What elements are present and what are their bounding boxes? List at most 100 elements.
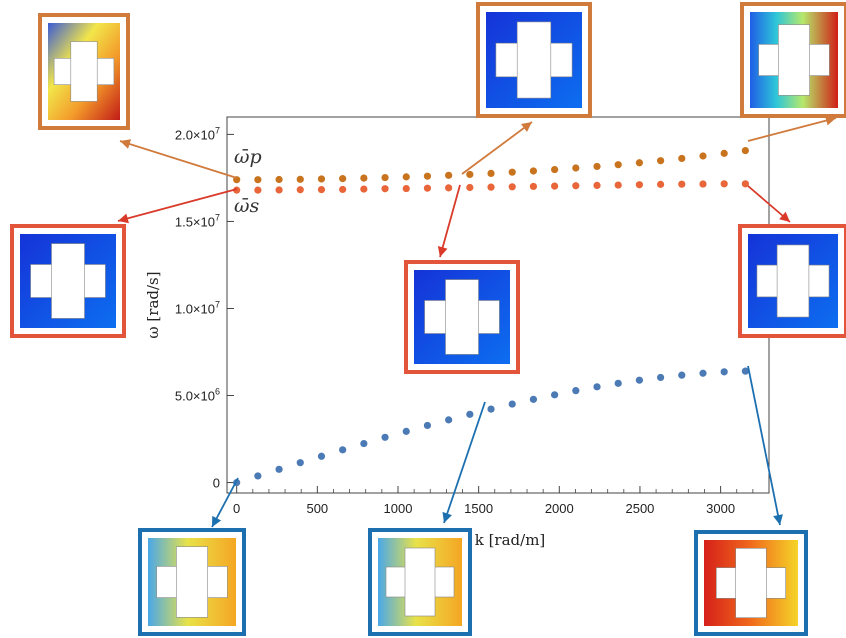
data-point xyxy=(572,387,580,395)
data-point xyxy=(317,185,326,194)
data-point xyxy=(551,182,559,190)
data-point xyxy=(614,379,622,387)
data-point xyxy=(423,421,432,430)
data-point xyxy=(657,157,665,165)
data-point xyxy=(466,183,474,192)
data-point xyxy=(614,181,622,189)
mode-arrow xyxy=(461,121,533,175)
data-point xyxy=(423,172,432,180)
mode-arrow xyxy=(439,184,461,258)
data-point xyxy=(508,183,516,191)
data-point xyxy=(699,152,707,160)
mode-arrow xyxy=(443,401,486,524)
mode-shape-inset xyxy=(10,224,126,338)
data-point xyxy=(593,162,601,171)
cross-center xyxy=(177,567,207,597)
cross-center xyxy=(71,58,97,85)
data-point xyxy=(360,185,368,193)
y-tick-label: 0 xyxy=(213,476,220,491)
data-point xyxy=(381,433,389,441)
x-tick-label: 0 xyxy=(233,501,240,516)
mode-shape-inset xyxy=(694,530,808,636)
data-point xyxy=(402,427,410,435)
cross-center xyxy=(52,265,84,297)
data-point xyxy=(254,176,262,184)
data-point xyxy=(593,383,601,391)
data-point xyxy=(402,173,410,181)
data-point xyxy=(529,395,538,403)
data-point xyxy=(339,185,347,194)
arrow-head xyxy=(442,511,452,523)
data-point xyxy=(678,180,686,188)
x-tick-label: 2000 xyxy=(545,501,574,516)
data-point xyxy=(487,169,495,177)
x-tick-label: 1000 xyxy=(384,501,413,516)
omega-p-label: ω̄p xyxy=(234,146,262,168)
y-tick-label: 5.0×106 xyxy=(175,387,220,404)
data-point xyxy=(572,182,580,190)
x-tick-label: 1500 xyxy=(464,501,493,516)
data-point xyxy=(296,186,304,194)
data-point xyxy=(233,186,241,194)
mode-arrow xyxy=(747,117,837,142)
omega-s-label: ω̄s xyxy=(234,195,259,217)
data-point xyxy=(360,174,368,182)
mode-arrow xyxy=(119,140,238,179)
arrow-head xyxy=(825,115,836,126)
data-point xyxy=(529,182,538,191)
data-point xyxy=(741,146,749,155)
data-point xyxy=(678,154,686,163)
cross-center xyxy=(779,45,809,75)
data-point xyxy=(296,459,304,467)
arrow-head xyxy=(779,211,790,222)
data-point xyxy=(487,183,495,191)
data-point xyxy=(741,180,749,188)
data-point xyxy=(487,405,495,413)
data-point xyxy=(508,400,516,408)
data-point xyxy=(275,186,283,194)
y-tick-label: 1.0×107 xyxy=(175,299,220,316)
data-point xyxy=(551,391,559,399)
data-point xyxy=(275,465,283,473)
y-tick-label: 1.5×107 xyxy=(175,212,220,229)
data-point xyxy=(317,175,326,183)
cross-center xyxy=(777,265,809,297)
data-point xyxy=(402,184,410,193)
data-point xyxy=(445,184,453,192)
data-point xyxy=(720,149,728,157)
data-point xyxy=(296,175,304,183)
data-point xyxy=(254,186,262,194)
data-point xyxy=(699,180,707,188)
data-point xyxy=(551,165,559,174)
y-tick-label: 2.0×107 xyxy=(175,125,220,142)
x-tick-label: 3000 xyxy=(706,501,735,516)
data-point xyxy=(339,446,347,454)
mode-shape-inset xyxy=(138,528,246,636)
data-point xyxy=(360,439,368,448)
data-point xyxy=(635,181,644,189)
x-axis-label: k [rad/m] xyxy=(475,531,546,549)
data-point xyxy=(445,171,453,179)
data-point xyxy=(423,184,432,192)
data-point xyxy=(466,410,474,418)
arrow-head xyxy=(118,213,129,224)
mode-shape-inset xyxy=(476,2,592,118)
data-point xyxy=(572,164,580,172)
mode-shape-inset xyxy=(740,2,846,118)
data-point xyxy=(593,181,601,190)
data-point xyxy=(508,168,516,176)
mode-shape-inset xyxy=(404,260,520,374)
data-point xyxy=(699,369,707,377)
data-point xyxy=(466,170,474,179)
data-point xyxy=(657,180,665,188)
data-point xyxy=(381,173,389,182)
data-point xyxy=(635,159,644,167)
arrow-head xyxy=(437,246,448,257)
data-point xyxy=(720,180,728,188)
data-point xyxy=(678,371,686,379)
data-point xyxy=(720,368,728,376)
arrow-head xyxy=(120,139,132,149)
data-point xyxy=(635,376,644,384)
x-tick-label: 500 xyxy=(306,501,328,516)
